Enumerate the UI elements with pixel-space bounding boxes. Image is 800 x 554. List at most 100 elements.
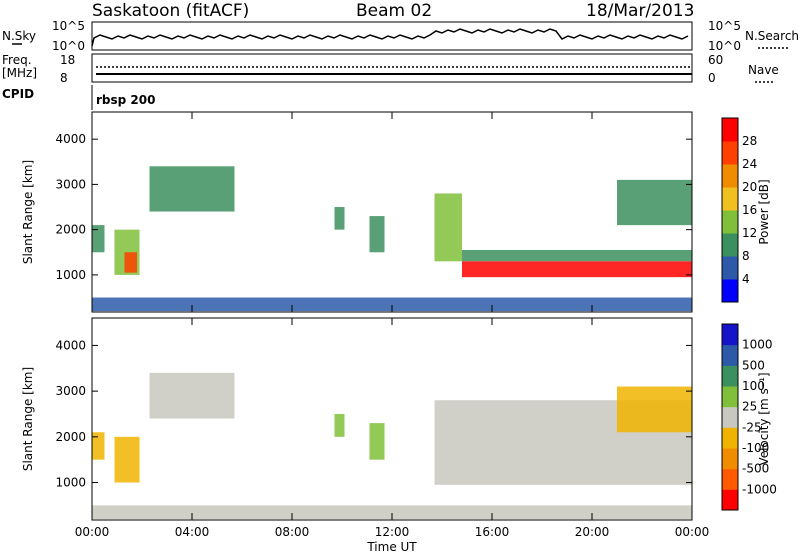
- velocity-x-axis: 00:00 04:00 08:00 12:00 16:00 20:00 00:00: [75, 318, 710, 539]
- scatter-region-5: [369, 423, 385, 460]
- y-tick-label: 4000: [55, 338, 86, 352]
- nsearch-tick-top: 10^5: [708, 19, 741, 33]
- cpid-value: rbsp 200: [96, 93, 155, 107]
- colorbar-segment: [722, 365, 738, 387]
- y-tick-label: 3000: [55, 177, 86, 191]
- nave-tick-top: 60: [708, 53, 723, 67]
- velocity-colorbar: 1000 500 100 25 -25 -100 -500 -1000: [721, 323, 777, 511]
- freq-unit: [MHz]: [2, 66, 37, 80]
- colorbar-segment: [722, 468, 738, 490]
- velocity-heatmap: [92, 372, 692, 520]
- colorbar-segment: [722, 406, 738, 428]
- power-panel: 1000 2000 3000 4000: [55, 111, 693, 313]
- y-tick-label: 2000: [55, 430, 86, 444]
- scatter-region-3: [149, 372, 235, 419]
- colorbar-tick-label: -100: [742, 441, 769, 455]
- date-label: 18/Mar/2013: [586, 1, 694, 21]
- colorbar-tick-label: 12: [742, 226, 757, 240]
- beam-label: Beam 02: [356, 1, 432, 21]
- colorbar-segment: [722, 187, 738, 211]
- y-tick-label: 1000: [55, 268, 86, 282]
- colorbar-tick-label: 100: [742, 379, 765, 393]
- scatter-region-7: [617, 386, 692, 433]
- scatter-region-9: [462, 261, 692, 278]
- scatter-region-1: [92, 432, 105, 460]
- colorbar-tick-label: 24: [742, 157, 757, 171]
- colorbar-tick-label: 8: [742, 249, 750, 263]
- x-tick-label: 00:00: [75, 525, 110, 539]
- x-tick-label: 16:00: [475, 525, 510, 539]
- x-tick-label: 12:00: [375, 525, 410, 539]
- power-ylabel: Slant Range [km]: [21, 160, 35, 264]
- colorbar-segment: [722, 386, 738, 408]
- colorbar-segment: [722, 489, 738, 511]
- velocity-colorbar-label: Velocity [m s⁻¹]: [757, 372, 771, 465]
- nave-tick-bottom: 0: [708, 71, 716, 85]
- freq-nave-panel: [91, 53, 693, 83]
- power-y-axis: 1000 2000 3000 4000: [55, 132, 692, 282]
- y-tick-label: 4000: [55, 132, 86, 146]
- power-frame: [91, 111, 693, 313]
- x-tick-label: 08:00: [275, 525, 310, 539]
- scatter-region-5: [334, 207, 345, 230]
- nsearch-tick-bottom: 10^0: [708, 39, 741, 53]
- nsky-label: N.Sky: [2, 29, 36, 43]
- cpid-label: CPID: [2, 87, 34, 101]
- scatter-region-7: [434, 193, 462, 262]
- colorbar-segment: [722, 427, 738, 449]
- colorbar-segment: [722, 164, 738, 188]
- colorbar-segment: [722, 141, 738, 165]
- colorbar-tick-label: 25: [742, 400, 757, 414]
- colorbar-segment: [722, 324, 738, 346]
- colorbar-segment: [722, 279, 738, 303]
- colorbar-frame: [721, 323, 739, 511]
- colorbar-segment: [722, 344, 738, 366]
- power-heatmap: [92, 166, 692, 312]
- nsearch-label: N.Search: [745, 29, 799, 43]
- colorbar-segment: [722, 256, 738, 280]
- colorbar-tick-label: 1000: [742, 338, 773, 352]
- scatter-region-2: [114, 436, 140, 483]
- nave-label: Nave: [748, 63, 779, 77]
- sky-search-panel: [91, 21, 693, 51]
- colorbar-segment: [722, 118, 738, 142]
- power-colorbar: 4 8 12 16 20 24 28: [721, 117, 757, 303]
- power-x-ticks: [91, 112, 693, 312]
- scatter-region-4: [334, 413, 345, 437]
- station-title: Saskatoon (fitACF): [92, 1, 249, 21]
- colorbar-tick-label: 20: [742, 180, 757, 194]
- scatter-region-3: [124, 252, 137, 273]
- x-tick-label: 00:00: [675, 525, 710, 539]
- colorbar-tick-label: -25: [742, 420, 762, 434]
- freq-tick-bottom: 8: [60, 71, 68, 85]
- y-tick-label: 1000: [55, 476, 86, 490]
- scatter-region-11: [92, 297, 692, 312]
- colorbar-tick-label: -500: [742, 462, 769, 476]
- scatter-region-4: [149, 166, 235, 212]
- freq-tick-top: 18: [60, 53, 75, 67]
- colorbar-frame: [721, 117, 739, 303]
- colorbar-tick-label: -1000: [742, 482, 777, 496]
- colorbar-tick-label: 28: [742, 134, 757, 148]
- nsky-tick-bottom: 10^0: [52, 39, 85, 53]
- colorbar-segment: [722, 210, 738, 234]
- scatter-region-8: [462, 250, 692, 262]
- y-tick-label: 2000: [55, 223, 86, 237]
- colorbar-segment: [722, 233, 738, 257]
- scatter-region-6: [369, 216, 385, 253]
- y-tick-label: 3000: [55, 384, 86, 398]
- scatter-region-8: [92, 505, 692, 520]
- time-axis-label: Time UT: [366, 540, 417, 554]
- x-tick-label: 04:00: [175, 525, 210, 539]
- colorbar-tick-label: 4: [742, 272, 750, 286]
- scatter-region-10: [617, 179, 692, 226]
- nsky-tick-top: 10^5: [52, 19, 85, 33]
- colorbar-segment: [722, 448, 738, 470]
- nsky-line: [91, 28, 689, 47]
- colorbar-tick-label: 16: [742, 203, 757, 217]
- velocity-y-axis: 1000 2000 3000 4000: [55, 338, 692, 490]
- colorbar-tick-label: 500: [742, 358, 765, 372]
- velocity-ylabel: Slant Range [km]: [21, 367, 35, 471]
- velocity-panel: 1000 2000 3000 4000 00:00 04:00 08:00 12:00 16:…: [55, 317, 710, 539]
